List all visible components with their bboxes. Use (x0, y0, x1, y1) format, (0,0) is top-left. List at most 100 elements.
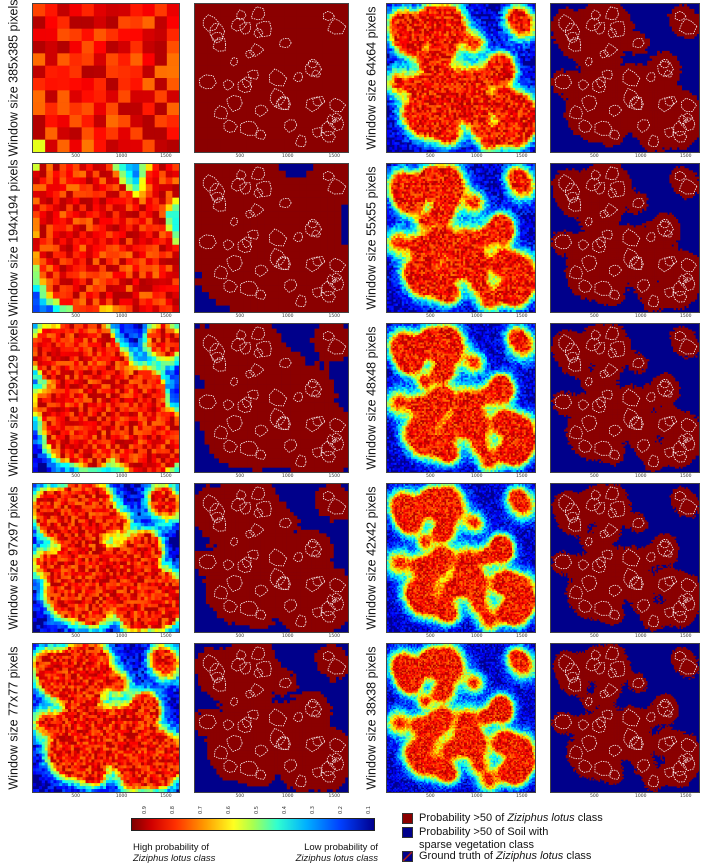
row-5-col-3-map-image (387, 644, 535, 792)
row-3-col-2-x-tick: 1500 (329, 474, 340, 479)
row-2-right-classification-map (550, 163, 700, 313)
row-3-left-classification-map (194, 323, 349, 473)
colorbar-tick-label: 0.4 (282, 806, 288, 814)
row-2-col-1-x-tick: 1000 (116, 314, 127, 319)
row-2-col-4-x-tick: 1000 (635, 314, 646, 319)
row-1-col-1-x-tick: 1500 (160, 154, 171, 159)
row-2-col-3-x-tick: 1500 (516, 314, 527, 319)
row-5-left-classification-map (194, 643, 349, 793)
row-1-col-2-map-image (195, 4, 348, 152)
high-probability-line2: Ziziphus lotus class (133, 853, 215, 864)
row-3-left-window-label-text: Window size 129x129 pixels (7, 319, 21, 476)
row-3-right-probability-map (386, 323, 536, 473)
legend-gt-suffix: class (563, 850, 591, 862)
row-5-right-probability-map (386, 643, 536, 793)
row-5-col-4-x-tick: 1500 (680, 794, 691, 799)
row-4-col-4-x-tick: 1000 (635, 634, 646, 639)
row-2-col-2-x-tick: 1500 (329, 314, 340, 319)
legend-soil: Probability >50 of Soil with sparse vege… (402, 826, 548, 851)
row-2-col-1-x-tick: 1500 (160, 314, 171, 319)
row-3-col-3-x-tick: 1000 (471, 474, 482, 479)
row-4-col-4-x-tick: 500 (590, 634, 599, 639)
legend-ziziphus-prefix: Probability >50 of (419, 812, 507, 824)
row-3-col-2-x-tick: 1000 (282, 474, 293, 479)
row-4-col-3-x-tick: 1500 (516, 634, 527, 639)
row-2-col-3-x-tick: 1000 (471, 314, 482, 319)
row-2-col-2-map-image (195, 164, 348, 312)
row-1-right-window-label: Window size 64x64 pixels (362, 3, 382, 153)
row-2-col-4-map-image (551, 164, 699, 312)
row-5-left-probability-map (32, 643, 180, 793)
row-5-col-2-map-image (195, 644, 348, 792)
row-2-col-4-x-tick: 1500 (680, 314, 691, 319)
row-3-right-window-label: Window size 48x48 pixels (362, 323, 382, 473)
row-5-col-3-x-tick: 1000 (471, 794, 482, 799)
row-1-right-probability-map (386, 3, 536, 153)
row-3-col-1-x-tick: 1000 (116, 474, 127, 479)
row-5-col-3-x-tick: 1500 (516, 794, 527, 799)
row-4-col-1-x-tick: 1500 (160, 634, 171, 639)
row-4-col-2-x-tick: 1500 (329, 634, 340, 639)
colorbar-tick-label: 0.5 (254, 806, 260, 814)
row-4-col-2-x-tick: 1000 (282, 634, 293, 639)
row-1-col-4-map-image (551, 4, 699, 152)
ground-truth-swatch-icon (402, 851, 413, 862)
row-1-left-probability-map (32, 3, 180, 153)
legend-ziziphus-suffix: class (575, 812, 603, 824)
row-5-col-2-x-tick: 1500 (329, 794, 340, 799)
row-4-col-4-x-tick: 1500 (680, 634, 691, 639)
row-3-col-4-x-tick: 1000 (635, 474, 646, 479)
row-4-col-1-x-tick: 1000 (116, 634, 127, 639)
row-2-col-2-x-tick: 500 (236, 314, 245, 319)
row-1-col-1-map-image (33, 4, 179, 152)
row-4-right-window-label-text: Window size 42x42 pixels (365, 486, 379, 629)
row-2-right-window-label: Window size 55x55 pixels (362, 163, 382, 313)
row-1-left-classification-map (194, 3, 349, 153)
probability-colorbar (131, 818, 375, 831)
row-3-right-classification-map (550, 323, 700, 473)
row-3-col-4-x-tick: 500 (590, 474, 599, 479)
row-4-left-window-label: Window size 97x97 pixels (4, 483, 24, 633)
row-4-col-1-map-image (33, 484, 179, 632)
row-2-left-classification-map (194, 163, 349, 313)
row-3-col-4-map-image (551, 324, 699, 472)
row-1-col-1-x-tick: 1000 (116, 154, 127, 159)
row-1-col-4-x-tick: 500 (590, 154, 599, 159)
row-1-col-3-x-tick: 1500 (516, 154, 527, 159)
row-3-left-window-label: Window size 129x129 pixels (4, 323, 24, 473)
colorbar-tick-label: 0.7 (198, 806, 204, 814)
row-2-left-window-label: Window size 194x194 pixels (4, 163, 24, 313)
row-5-left-window-label-text: Window size 77x77 pixels (7, 646, 21, 789)
legend-ziziphus-species: Ziziphus lotus (507, 812, 574, 824)
row-3-col-1-x-tick: 500 (71, 474, 80, 479)
legend-gt-species: Ziziphus lotus (496, 850, 563, 862)
row-3-left-probability-map (32, 323, 180, 473)
legend-gt-prefix: Ground truth of (419, 850, 496, 862)
row-5-col-3-x-tick: 500 (426, 794, 435, 799)
colorbar-tick-label: 0.2 (338, 806, 344, 814)
row-5-right-window-label-text: Window size 38x38 pixels (365, 646, 379, 789)
row-4-left-window-label-text: Window size 97x97 pixels (7, 486, 21, 629)
legend-ziziphus: Probability >50 of Ziziphus lotus class (402, 812, 603, 825)
row-4-left-classification-map (194, 483, 349, 633)
row-5-right-window-label: Window size 38x38 pixels (362, 643, 382, 793)
row-4-col-3-x-tick: 1000 (471, 634, 482, 639)
row-5-col-1-x-tick: 500 (71, 794, 80, 799)
row-4-col-4-map-image (551, 484, 699, 632)
row-1-col-4-x-tick: 1000 (635, 154, 646, 159)
row-1-col-3-x-tick: 500 (426, 154, 435, 159)
row-1-col-2-x-tick: 1500 (329, 154, 340, 159)
colorbar-tick-label: 0.1 (366, 806, 372, 814)
row-3-col-3-x-tick: 500 (426, 474, 435, 479)
row-2-left-window-label-text: Window size 194x194 pixels (7, 159, 21, 316)
row-3-col-3-map-image (387, 324, 535, 472)
row-2-col-1-x-tick: 500 (71, 314, 80, 319)
colorbar-tick-label: 0.9 (142, 806, 148, 814)
row-5-col-1-x-tick: 1500 (160, 794, 171, 799)
row-2-col-4-x-tick: 500 (590, 314, 599, 319)
row-5-left-window-label: Window size 77x77 pixels (4, 643, 24, 793)
row-1-left-window-label: Window size 385x385 pixels (4, 3, 24, 153)
row-1-col-2-x-tick: 1000 (282, 154, 293, 159)
row-5-col-2-x-tick: 1000 (282, 794, 293, 799)
high-probability-line1: High probability of (133, 842, 215, 853)
